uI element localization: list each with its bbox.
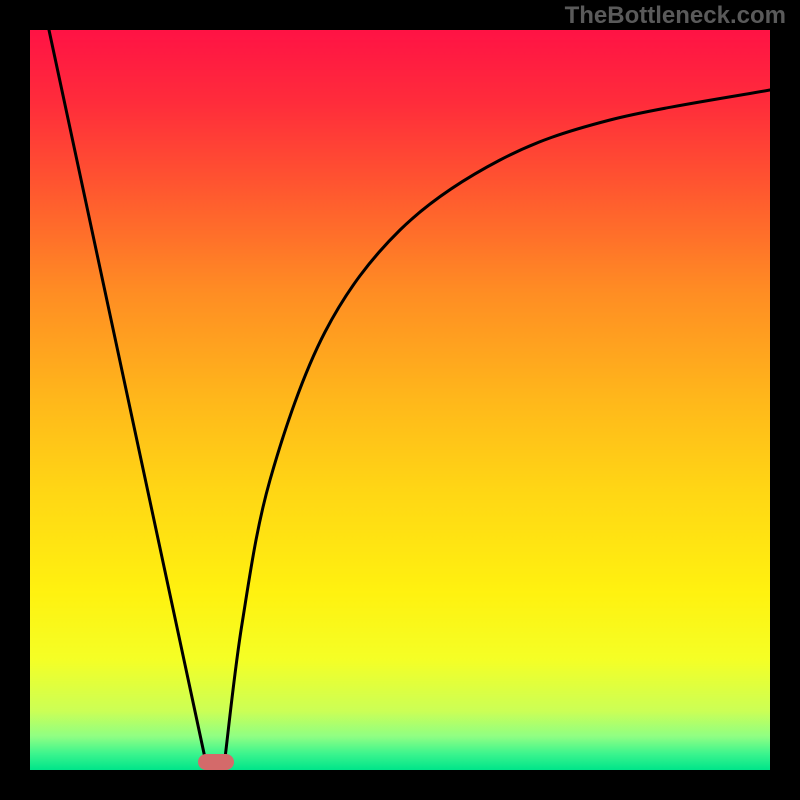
watermark-text: TheBottleneck.com — [565, 2, 786, 30]
curve-path — [49, 30, 770, 758]
vertex-marker — [198, 754, 234, 770]
bottleneck-curve — [30, 30, 770, 770]
plot-area — [30, 30, 770, 770]
chart-frame: TheBottleneck.com — [0, 0, 800, 800]
